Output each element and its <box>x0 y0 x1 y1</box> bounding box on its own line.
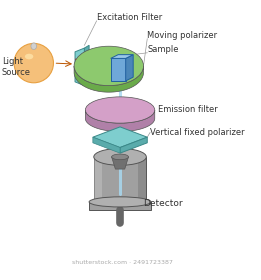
Polygon shape <box>138 157 146 202</box>
Text: Detector: Detector <box>144 199 183 208</box>
Polygon shape <box>94 157 102 202</box>
Ellipse shape <box>89 197 151 207</box>
Polygon shape <box>74 66 144 92</box>
Ellipse shape <box>85 97 155 123</box>
Text: Moving polarizer: Moving polarizer <box>147 31 217 40</box>
Text: Light
Source: Light Source <box>2 57 31 77</box>
Polygon shape <box>89 202 151 210</box>
Polygon shape <box>75 48 84 86</box>
Polygon shape <box>111 59 126 81</box>
Ellipse shape <box>25 54 33 59</box>
Polygon shape <box>85 110 155 132</box>
Polygon shape <box>84 45 89 86</box>
Text: Vertical fixed polarizer: Vertical fixed polarizer <box>150 128 245 137</box>
Ellipse shape <box>94 148 146 165</box>
Polygon shape <box>112 157 128 169</box>
Polygon shape <box>126 55 133 81</box>
Polygon shape <box>120 137 147 153</box>
Polygon shape <box>111 55 133 59</box>
Polygon shape <box>93 127 147 148</box>
Ellipse shape <box>112 154 128 160</box>
Text: shutterstock.com · 2491723387: shutterstock.com · 2491723387 <box>73 260 173 265</box>
Text: Emission filter: Emission filter <box>158 106 217 115</box>
Text: Excitation Filter: Excitation Filter <box>97 13 162 22</box>
Ellipse shape <box>31 43 37 50</box>
Ellipse shape <box>14 43 54 83</box>
Text: Sample: Sample <box>147 45 179 54</box>
Polygon shape <box>94 157 146 202</box>
Ellipse shape <box>74 46 144 86</box>
Polygon shape <box>93 137 120 153</box>
